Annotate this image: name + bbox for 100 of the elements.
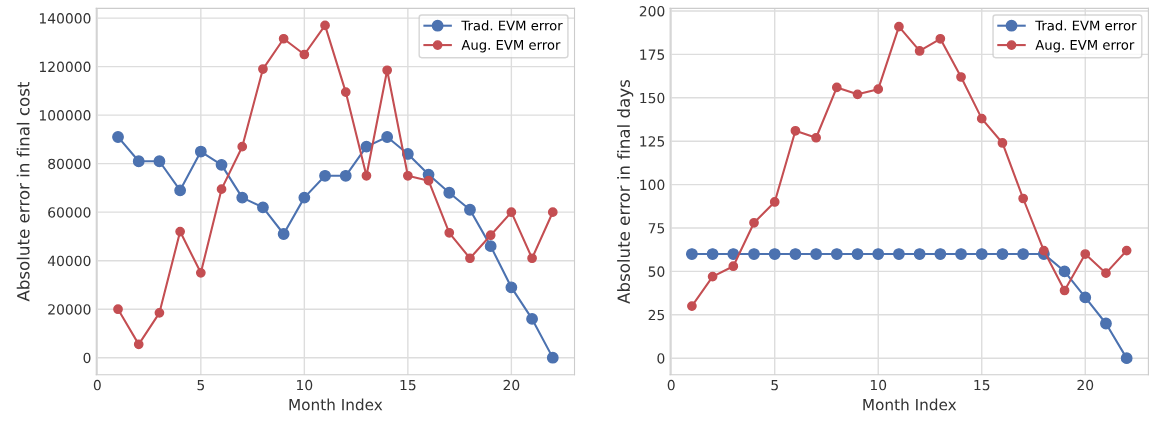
y-tick-label: 60000 (48, 207, 91, 218)
y-tick-label: 25 (648, 309, 665, 321)
point (484, 240, 497, 253)
point (706, 248, 719, 260)
point (195, 267, 206, 278)
point (1058, 265, 1071, 278)
y-tick-label: 175 (640, 49, 665, 60)
point (831, 82, 842, 93)
point (955, 248, 967, 260)
point (934, 248, 947, 260)
point (236, 191, 249, 204)
point (277, 228, 290, 240)
point (789, 248, 802, 260)
point (402, 170, 413, 181)
point (382, 65, 393, 76)
x-tick-label: 0 (93, 379, 101, 391)
point (1121, 245, 1132, 256)
point (360, 140, 373, 153)
point (465, 253, 475, 264)
point (872, 248, 885, 260)
point (257, 201, 269, 214)
point (133, 339, 144, 350)
point (381, 131, 394, 143)
point (194, 145, 207, 158)
y-tick-label: 100 (640, 179, 665, 191)
point (687, 301, 697, 311)
point (340, 87, 351, 97)
point (258, 64, 268, 74)
y-axis-title: Absolute error in final cost (16, 81, 30, 302)
y-axis-title: Absolute error in final days (617, 79, 634, 304)
point (1080, 249, 1091, 259)
point (811, 132, 821, 143)
point (153, 155, 166, 168)
point (506, 207, 517, 218)
point (526, 312, 538, 325)
point (975, 248, 988, 260)
point (769, 197, 780, 207)
legend-label: Aug. EVM error (1035, 40, 1135, 53)
point (727, 248, 740, 260)
point (216, 184, 227, 194)
point (464, 203, 476, 216)
point (215, 158, 228, 171)
y-tick-label: 125 (640, 136, 665, 147)
point (175, 226, 185, 237)
point (748, 248, 760, 260)
legend-label: Aug. EVM error (461, 40, 561, 53)
point (707, 271, 718, 282)
point (319, 169, 331, 182)
y-tick-label: 200 (639, 5, 665, 17)
x-tick-label: 20 (1077, 379, 1094, 391)
x-tick-label: 5 (197, 379, 205, 391)
point (851, 248, 864, 260)
point (956, 72, 966, 82)
y-tick-label: 140000 (39, 13, 91, 24)
point (1079, 291, 1092, 304)
point (894, 21, 904, 32)
point (423, 175, 434, 186)
point (790, 125, 801, 136)
x-tick-label: 5 (771, 379, 778, 391)
point (505, 281, 518, 294)
point (174, 184, 187, 197)
y-tick-label: 75 (648, 223, 665, 234)
point (976, 113, 987, 124)
point (547, 207, 558, 218)
point (1059, 285, 1070, 296)
point (728, 261, 739, 272)
legend-label: Trad. EVM error (1035, 20, 1137, 31)
point (685, 248, 698, 260)
point (1038, 245, 1049, 256)
point (339, 169, 352, 182)
point (112, 131, 124, 143)
y-tick-label: 20000 (48, 304, 91, 315)
point (1018, 193, 1029, 204)
point (1100, 317, 1112, 330)
x-axis-title: Month Index (863, 398, 957, 411)
point (1120, 352, 1133, 365)
point (913, 248, 926, 260)
point (113, 304, 123, 315)
point (527, 253, 537, 264)
point (852, 89, 863, 100)
x-axis-title: Month Index (289, 398, 383, 411)
point (485, 230, 496, 241)
point (768, 248, 781, 260)
point (935, 33, 946, 44)
point (237, 141, 248, 152)
point (996, 248, 1009, 260)
point (1101, 268, 1111, 279)
x-tick-label: 20 (503, 379, 520, 391)
point (749, 217, 759, 228)
point (132, 155, 145, 168)
point (278, 33, 289, 44)
point (299, 49, 310, 60)
point (1017, 248, 1030, 260)
point (997, 138, 1008, 148)
y-tick-label: 50 (648, 266, 665, 277)
y-tick-label: 40000 (47, 255, 91, 267)
y-tick-label: 100000 (39, 110, 91, 121)
y-tick-label: 0 (83, 352, 91, 364)
point (830, 248, 843, 260)
point (361, 170, 372, 181)
